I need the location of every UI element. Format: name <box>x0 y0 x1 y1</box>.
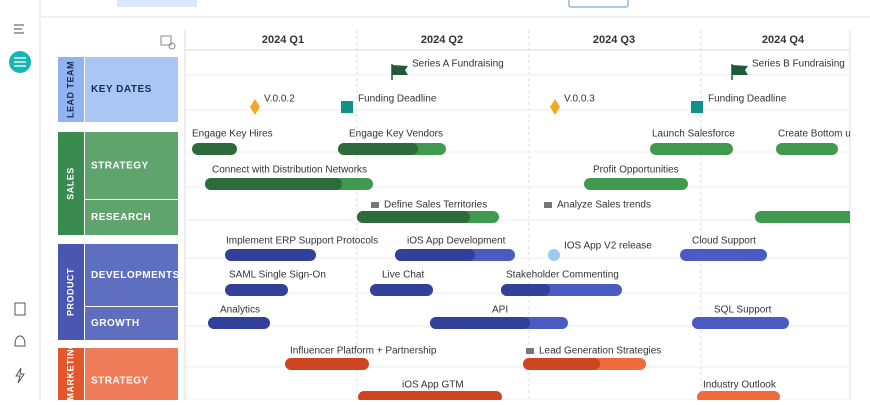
task-progress <box>501 284 550 296</box>
item-label: Launch Salesforce <box>652 129 735 140</box>
contacts-icon[interactable] <box>14 302 26 316</box>
quarter-label: 2024 Q3 <box>593 34 635 46</box>
row-label: KEY DATES <box>91 84 152 95</box>
row-header <box>85 57 178 122</box>
task-bar[interactable] <box>225 284 288 296</box>
milestone-flag <box>392 65 408 75</box>
note-icon <box>544 202 552 208</box>
quarter-label: 2024 Q1 <box>262 34 304 46</box>
row-header <box>85 307 178 340</box>
group-header <box>58 244 84 340</box>
item-label: Funding Deadline <box>708 94 787 105</box>
task-progress <box>338 143 418 155</box>
calendar-icon[interactable] <box>160 35 176 50</box>
item-label: iOS App Development <box>407 236 506 247</box>
bolt-icon[interactable] <box>15 367 25 384</box>
task-bar[interactable] <box>776 143 838 155</box>
item-label: Influencer Platform + Partnership <box>290 346 437 357</box>
item-label: SQL Support <box>714 305 772 316</box>
milestone-circle <box>548 249 560 261</box>
row-header <box>85 200 178 235</box>
task-progress <box>357 211 470 223</box>
item-label: V.0.0.3 <box>564 94 595 105</box>
item-label: Live Chat <box>382 270 424 281</box>
item-label: Engage Key Vendors <box>349 129 443 140</box>
row-label: GROWTH <box>91 318 140 329</box>
tab[interactable] <box>117 0 197 7</box>
task-bar[interactable] <box>225 249 316 261</box>
item-label: Analyze Sales trends <box>557 200 651 211</box>
task-progress <box>523 358 600 370</box>
item-label: Engage Key Hires <box>192 129 273 140</box>
task-progress <box>205 178 342 190</box>
milestone-diamond <box>550 99 560 115</box>
milestone-square <box>341 101 353 113</box>
milestone-flag <box>732 65 748 75</box>
item-label: Define Sales Territories <box>384 200 487 211</box>
item-label: Stakeholder Commenting <box>506 270 619 281</box>
task-bar <box>755 211 850 223</box>
item-label: Profit Opportunities <box>593 165 679 176</box>
group-header <box>58 348 84 400</box>
group-label: SALES <box>65 167 75 200</box>
item-label: SAML Single Sign-On <box>229 270 326 281</box>
item-label: V.0.0.2 <box>264 94 295 105</box>
item-label: Cloud Support <box>692 236 756 247</box>
task-bar[interactable] <box>358 391 502 400</box>
task-bar[interactable] <box>370 284 433 296</box>
item-label: Connect with Distribution Networks <box>212 165 367 176</box>
group-header <box>58 57 84 122</box>
task-progress <box>395 249 475 261</box>
milestone-diamond <box>250 99 260 115</box>
task-bar[interactable] <box>650 143 733 155</box>
row-label: RESEARCH <box>91 212 151 223</box>
item-label: Analytics <box>220 305 260 316</box>
item-label: API <box>492 305 508 316</box>
task-bar[interactable] <box>192 143 237 155</box>
group-header <box>58 132 84 235</box>
button[interactable] <box>568 0 629 8</box>
quarter-label: 2024 Q2 <box>421 34 463 46</box>
milestone-square <box>691 101 703 113</box>
note-icon <box>526 348 534 354</box>
bell-icon[interactable] <box>14 335 26 347</box>
item-label: Implement ERP Support Protocols <box>226 236 378 247</box>
task-bar[interactable] <box>692 317 789 329</box>
item-label: iOS App GTM <box>402 380 464 391</box>
task-bar[interactable] <box>680 249 767 261</box>
quarter-label: 2024 Q4 <box>762 34 805 46</box>
filter-icon <box>14 57 26 67</box>
task-bar[interactable] <box>697 391 780 400</box>
item-label: Lead Generation Strategies <box>539 346 661 357</box>
task-bar[interactable] <box>208 317 270 329</box>
item-label: Series A Fundraising <box>412 59 504 70</box>
item-label: Funding Deadline <box>358 94 437 105</box>
group-label: PRODUCT <box>65 268 75 316</box>
task-progress <box>430 317 530 329</box>
row-header <box>85 132 178 199</box>
item-label: Series B Fundraising <box>752 59 845 70</box>
row-label: STRATEGY <box>91 376 149 387</box>
list-icon[interactable] <box>14 24 24 34</box>
note-icon <box>371 202 379 208</box>
row-header <box>85 348 178 400</box>
row-label: DEVELOPMENTS <box>91 270 180 281</box>
item-label: Industry Outlook <box>703 380 777 391</box>
group-label: LEAD TEAM <box>65 61 75 118</box>
row-header <box>85 244 178 306</box>
row-label: STRATEGY <box>91 161 149 172</box>
group-label: MARKETING <box>65 342 75 401</box>
task-bar[interactable] <box>584 178 688 190</box>
item-label: IOS App V2 release <box>564 241 652 252</box>
task-bar[interactable] <box>285 358 369 370</box>
item-label: Create Bottom u <box>778 129 851 140</box>
